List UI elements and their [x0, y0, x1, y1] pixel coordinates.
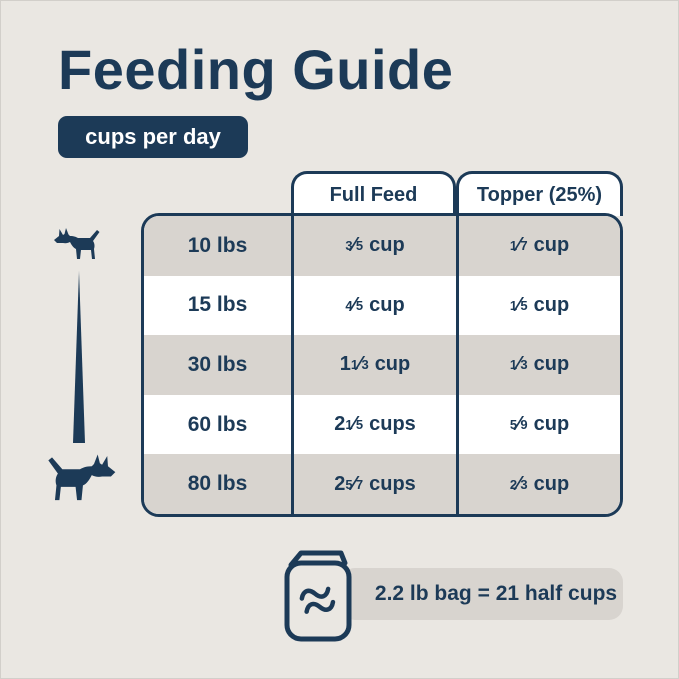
weight-label: 10 lbs [187, 233, 248, 257]
fraction-slash: ⁄ [352, 472, 356, 495]
topper-value: 5 ⁄ 9 cup [456, 394, 620, 455]
full-feed-value: 1 1 ⁄ 3 cup [291, 335, 456, 395]
weight-label: 15 lbs [187, 293, 248, 317]
fraction-slash: ⁄ [517, 353, 521, 376]
bag-note-pill: 2.2 lb bag = 21 half cups [341, 568, 623, 620]
table-row: 80 lbs 2 5 ⁄ 7 cups 2 ⁄ 3 cup [144, 454, 620, 514]
topper-value: 1 ⁄ 3 cup [456, 335, 620, 395]
topper-value: 2 ⁄ 3 cup [456, 454, 620, 514]
fraction-slash: ⁄ [358, 353, 362, 376]
feeding-table: 10 lbs 3 ⁄ 5 cup 1 ⁄ 7 cup 15 lbs 4 ⁄ 5 cup 1 ⁄ 5 cu… [141, 213, 623, 517]
bag-note-text: 2.2 lb bag = 21 half cups [374, 582, 618, 605]
full-feed-value: 3 ⁄ 5 cup [291, 216, 456, 276]
full-feed-header-label: Full Feed [329, 183, 418, 206]
weight-label: 80 lbs [187, 472, 248, 496]
large-dog-icon [43, 453, 117, 511]
size-scale-wedge [71, 271, 87, 448]
fraction-slash: ⁄ [517, 472, 521, 495]
table-row: 60 lbs 2 1 ⁄ 5 cups 5 ⁄ 9 cup [144, 394, 620, 455]
fraction-slash: ⁄ [517, 293, 521, 316]
table-row: 15 lbs 4 ⁄ 5 cup 1 ⁄ 5 cup [144, 275, 620, 336]
fraction-slash: ⁄ [517, 234, 521, 257]
cups-per-day-badge: cups per day [58, 116, 248, 158]
weight-label: 60 lbs [187, 412, 248, 436]
topper-value: 1 ⁄ 5 cup [456, 275, 620, 336]
topper-header-label: Topper (25%) [476, 183, 603, 206]
full-feed-value: 4 ⁄ 5 cup [291, 275, 456, 336]
page-title: Feeding Guide [58, 38, 454, 101]
cups-per-day-label: cups per day [85, 124, 221, 149]
full-feed-column-header: Full Feed [291, 171, 456, 216]
topper-value: 1 ⁄ 7 cup [456, 216, 620, 276]
table-row: 10 lbs 3 ⁄ 5 cup 1 ⁄ 7 cup [144, 216, 620, 276]
small-dog-icon [53, 227, 103, 268]
dog-food-bag-icon [277, 547, 363, 650]
fraction-slash: ⁄ [352, 413, 356, 436]
table-row: 30 lbs 1 1 ⁄ 3 cup 1 ⁄ 3 cup [144, 335, 620, 395]
weight-label: 30 lbs [187, 352, 248, 376]
fraction-slash: ⁄ [517, 413, 521, 436]
full-feed-value: 2 5 ⁄ 7 cups [291, 454, 456, 514]
full-feed-value: 2 1 ⁄ 5 cups [291, 394, 456, 455]
fraction-slash: ⁄ [352, 293, 356, 316]
fraction-slash: ⁄ [352, 234, 356, 257]
topper-column-header: Topper (25%) [456, 171, 623, 216]
